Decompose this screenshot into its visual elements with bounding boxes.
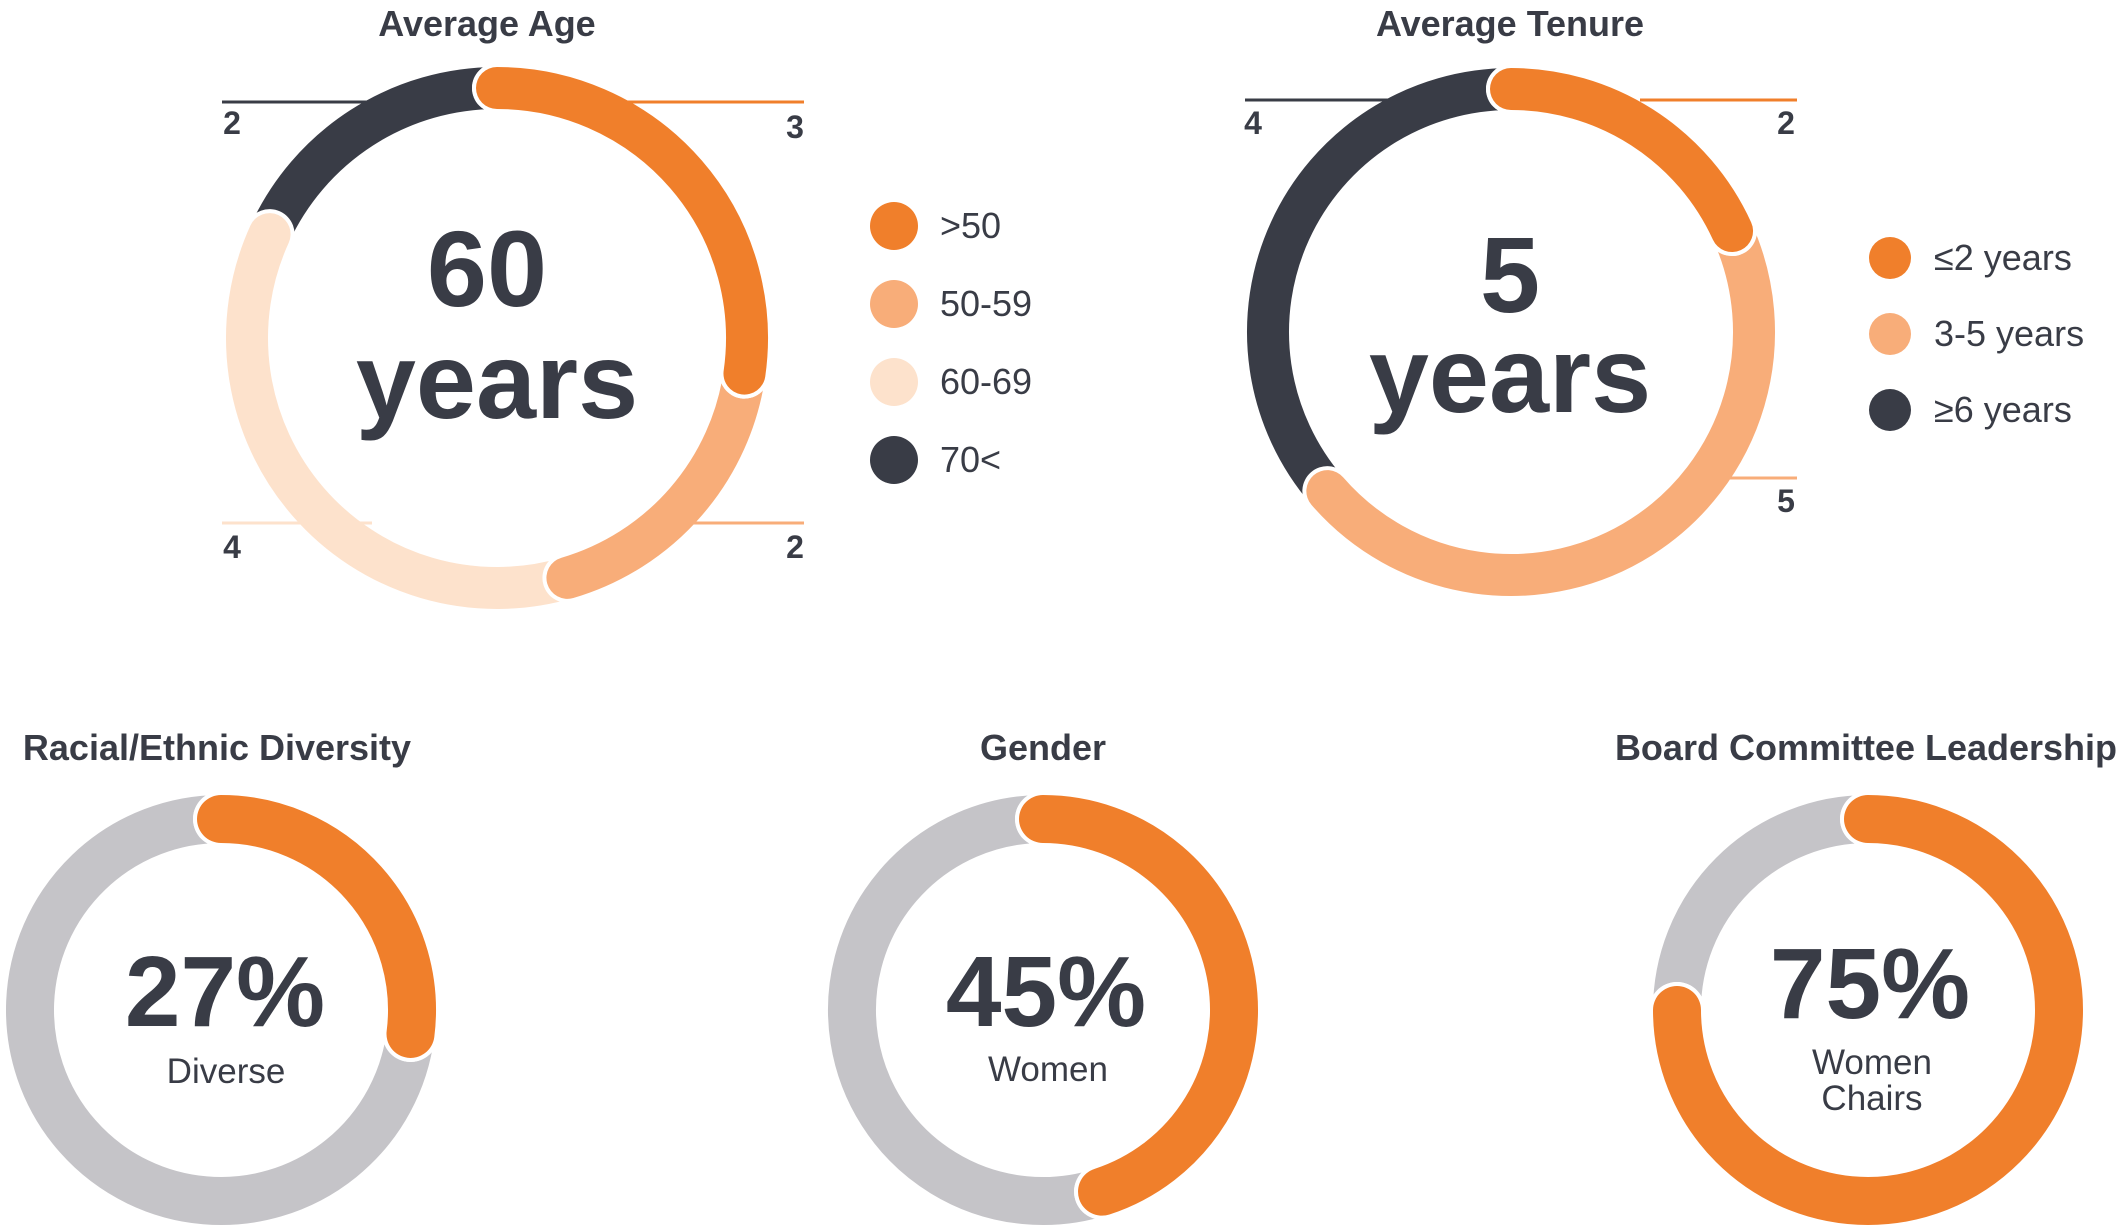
committee-leadership-label-line1: Women (1812, 1043, 1932, 1082)
tenure-slice-3-5-years (1306, 210, 1775, 596)
average-age-donut: 2 3 4 2 (222, 63, 804, 613)
committee-leadership-chart: Board Committee Leadership 75% Women Cha… (1615, 727, 2117, 1229)
average-age-unit: years (356, 320, 638, 441)
age-legend-swatch-50-59 (870, 280, 918, 328)
age-slice-60-69 (226, 213, 589, 609)
diversity-chart: Racial/Ethnic Diversity 27% Diverse (2, 727, 440, 1229)
tenure-2-or-less-value-label: 2 (1777, 105, 1795, 141)
average-age-title: Average Age (378, 3, 595, 44)
average-age-legend: >50 50-59 60-69 70< (870, 202, 1032, 484)
age-60-69-value-label: 4 (223, 529, 241, 565)
tenure-legend-swatch-3-5-years (1869, 313, 1911, 355)
tenure-legend-swatch-2-years (1869, 237, 1911, 279)
average-age-value: 60 (427, 208, 547, 329)
gender-title: Gender (980, 727, 1106, 768)
age-legend-swatch-50 (870, 202, 918, 250)
age-legend-label-70: 70< (940, 439, 1001, 480)
age-legend-label-60-69: 60-69 (940, 361, 1032, 402)
average-tenure-chart: Average Tenure 4 2 5 5 years ≤2 years 3-5 y… (1243, 3, 2084, 600)
average-tenure-legend: ≤2 years 3-5 years ≥6 years (1869, 237, 2084, 431)
age-legend-swatch-60-69 (870, 358, 918, 406)
gender-chart: Gender 45% Women (824, 727, 1262, 1229)
age-70-plus-value-label: 2 (223, 105, 241, 141)
tenure-legend-label-6-years: ≥6 years (1934, 389, 2072, 430)
committee-leadership-value: 75% (1770, 928, 1970, 1040)
age-50-59-value-label: 2 (786, 529, 804, 565)
age-legend-swatch-70 (870, 436, 918, 484)
tenure-legend-label-3-5-years: 3-5 years (1934, 313, 2084, 354)
diversity-slice-remainder (6, 795, 435, 1225)
gender-slice-top-highlight (1019, 795, 1258, 1216)
committee-leadership-donut (1649, 791, 2087, 1229)
gender-label: Women (988, 1050, 1108, 1089)
average-tenure-unit: years (1369, 314, 1651, 435)
committee-leadership-title: Board Committee Leadership (1615, 727, 2117, 768)
diversity-title: Racial/Ethnic Diversity (23, 727, 411, 768)
tenure-slice-top-2-years (1490, 68, 1754, 253)
average-age-chart: Average Age 2 3 4 2 60 years >50 50-59 60-69 7… (222, 3, 1032, 613)
diversity-slice-top-highlight (197, 795, 436, 1058)
age-slice-70 (248, 67, 518, 256)
tenure-3-5-value-label: 5 (1777, 483, 1795, 519)
diversity-value: 27% (125, 936, 325, 1048)
diversity-donut (2, 791, 440, 1229)
diversity-label: Diverse (167, 1052, 286, 1091)
age-legend-label-50: >50 (940, 205, 1001, 246)
average-tenure-donut: 4 2 5 (1243, 64, 1797, 600)
tenure-6-plus-value-label: 4 (1244, 105, 1262, 141)
gender-value: 45% (946, 936, 1146, 1048)
average-tenure-value: 5 (1480, 214, 1540, 335)
committee-leadership-label-line2: Chairs (1821, 1079, 1922, 1118)
age-slice-50-59 (546, 352, 766, 599)
age-over-50-value-label: 3 (786, 109, 804, 145)
committee-leadership-slice-top-highlight (1653, 795, 2083, 1225)
age-slice-top-50 (476, 67, 768, 395)
tenure-legend-swatch-6-years (1869, 389, 1911, 431)
gender-slice-remainder (828, 795, 1127, 1225)
tenure-slice-6-years (1247, 68, 1532, 513)
age-legend-label-50-59: 50-59 (940, 283, 1032, 324)
gender-donut (824, 791, 1262, 1229)
average-tenure-title: Average Tenure (1376, 3, 1644, 44)
committee-leadership-slice-remainder (1653, 795, 1892, 1034)
tenure-legend-label-2-years: ≤2 years (1934, 237, 2072, 278)
